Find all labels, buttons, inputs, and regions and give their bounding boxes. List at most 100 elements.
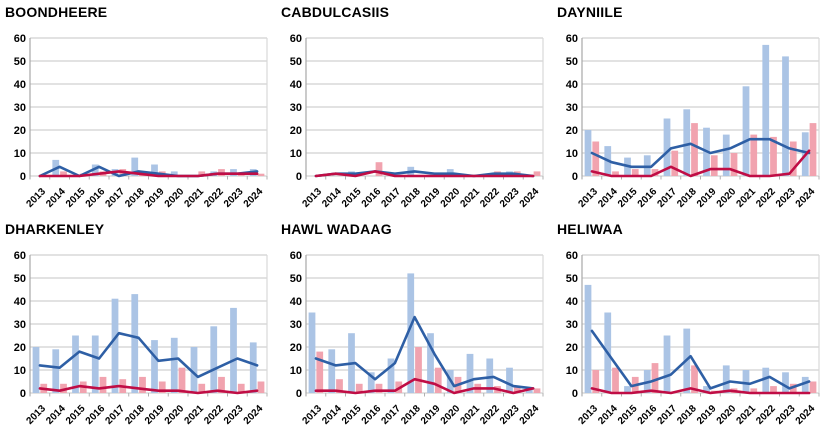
axes [305, 38, 544, 180]
blue-line-series [314, 170, 535, 178]
x-tick-label: 2019 [419, 403, 443, 427]
x-tick-label: 2019 [143, 186, 167, 210]
bar [506, 367, 513, 393]
y-tick-label: 20 [290, 342, 302, 354]
bar [592, 141, 600, 176]
chart-title: CABDULCASIIS [281, 4, 390, 20]
bar [801, 376, 809, 393]
y-tick-label: 50 [14, 273, 26, 285]
y-tick-label: 60 [290, 33, 302, 45]
x-tick-label: 2020 [715, 403, 739, 427]
chart-plot: 2013201420152016201720182019202020212022… [14, 33, 268, 210]
bar [624, 386, 631, 393]
y-tick-label: 50 [566, 273, 578, 285]
x-tick-label: 2024 [518, 403, 542, 427]
bar [52, 349, 60, 393]
bar [158, 381, 166, 393]
x-tick-label: 2019 [695, 186, 719, 210]
bar [770, 386, 777, 393]
x-tick-label: 2024 [518, 186, 542, 210]
x-tick-label: 2020 [715, 186, 739, 210]
x-tick-label: 2015 [64, 186, 88, 210]
x-tick-label: 2018 [123, 403, 147, 427]
bar [139, 376, 146, 393]
chart-title: DAYNIILE [557, 4, 623, 20]
x-tick-label: 2013 [24, 403, 48, 427]
bar [722, 365, 730, 393]
y-tick-label: 10 [566, 365, 578, 377]
chart-panel-dayniile: DAYNIILE 2013 2014 2015 2016 2017 2018 2019 2020… [552, 0, 828, 217]
chart-panel-heliwaa: HELIWAA 2013 2014 2015 2016 2017 2018 2019 2020 2… [552, 217, 828, 434]
bar [612, 367, 619, 393]
bar [198, 383, 206, 393]
bar [218, 376, 225, 393]
bar [533, 171, 541, 176]
red-line-series [590, 149, 811, 178]
x-tick-label: 2016 [360, 403, 384, 427]
bar [671, 150, 679, 176]
bar [190, 347, 198, 393]
x-tick-label: 2016 [84, 403, 108, 427]
bar [257, 173, 265, 176]
blue-bar-series [32, 294, 257, 393]
bar [730, 153, 738, 176]
y-tick-label: 50 [14, 56, 26, 68]
chart-panel-dharkenley: DHARKENLEY 2013 2014 2015 2016 2017 2018 2019 20… [0, 217, 276, 434]
x-tick-label: 2024 [242, 403, 266, 427]
gridlines [306, 37, 543, 177]
bar [584, 130, 592, 176]
bar [691, 365, 698, 393]
y-tick-label: 0 [296, 171, 302, 183]
bar [651, 363, 659, 393]
x-tick-label: 2024 [794, 403, 818, 427]
bar [525, 388, 533, 393]
bar [170, 171, 178, 176]
y-tick-label: 40 [566, 79, 578, 91]
y-tick-label: 40 [290, 296, 302, 308]
bar [434, 367, 442, 393]
y-tick-label: 20 [566, 342, 578, 354]
bar [367, 372, 375, 393]
x-tick-label: 2021 [182, 403, 206, 427]
y-tick-label: 40 [14, 296, 26, 308]
y-tick-label: 40 [290, 79, 302, 91]
bar [316, 351, 324, 393]
bar [249, 342, 257, 393]
bar [170, 337, 178, 393]
red-line-series [314, 170, 535, 178]
x-axis-labels: 2013201420152016201720182019202020212022… [300, 403, 541, 427]
bar [742, 370, 750, 393]
chart-title: DHARKENLEY [5, 221, 105, 237]
axes [29, 38, 268, 180]
bar [663, 335, 671, 393]
x-tick-label: 2022 [754, 403, 778, 427]
chart-title: HAWL WADAAG [281, 221, 392, 237]
chart-title: BOONDHEERE [5, 4, 108, 20]
bar [809, 381, 817, 393]
chart-panel-boondheere: BOONDHEERE 2013 2014 2015 2016 2017 2018 2019 20… [0, 0, 276, 217]
bar [762, 367, 770, 393]
bar [782, 56, 789, 176]
x-tick-label: 2015 [64, 403, 88, 427]
y-tick-label: 60 [14, 250, 26, 262]
x-tick-label: 2017 [655, 186, 679, 210]
x-tick-label: 2020 [439, 186, 463, 210]
bar [703, 386, 710, 393]
x-tick-label: 2020 [439, 403, 463, 427]
gridlines [30, 37, 267, 177]
y-tick-label: 40 [14, 79, 26, 91]
x-tick-label: 2019 [695, 403, 719, 427]
chart-panel-hawl-wadaag: HAWL WADAAG 2013 2014 2015 2016 2017 2018 2019 2… [276, 217, 552, 434]
bar [375, 383, 383, 393]
bar [427, 333, 434, 393]
bar [789, 141, 797, 176]
x-tick-label: 2017 [103, 186, 127, 210]
bar [178, 367, 186, 393]
bar [407, 273, 415, 393]
bar [742, 86, 750, 176]
bar [60, 383, 67, 393]
x-tick-label: 2013 [300, 403, 324, 427]
axes [29, 255, 268, 397]
x-tick-label: 2015 [616, 403, 640, 427]
